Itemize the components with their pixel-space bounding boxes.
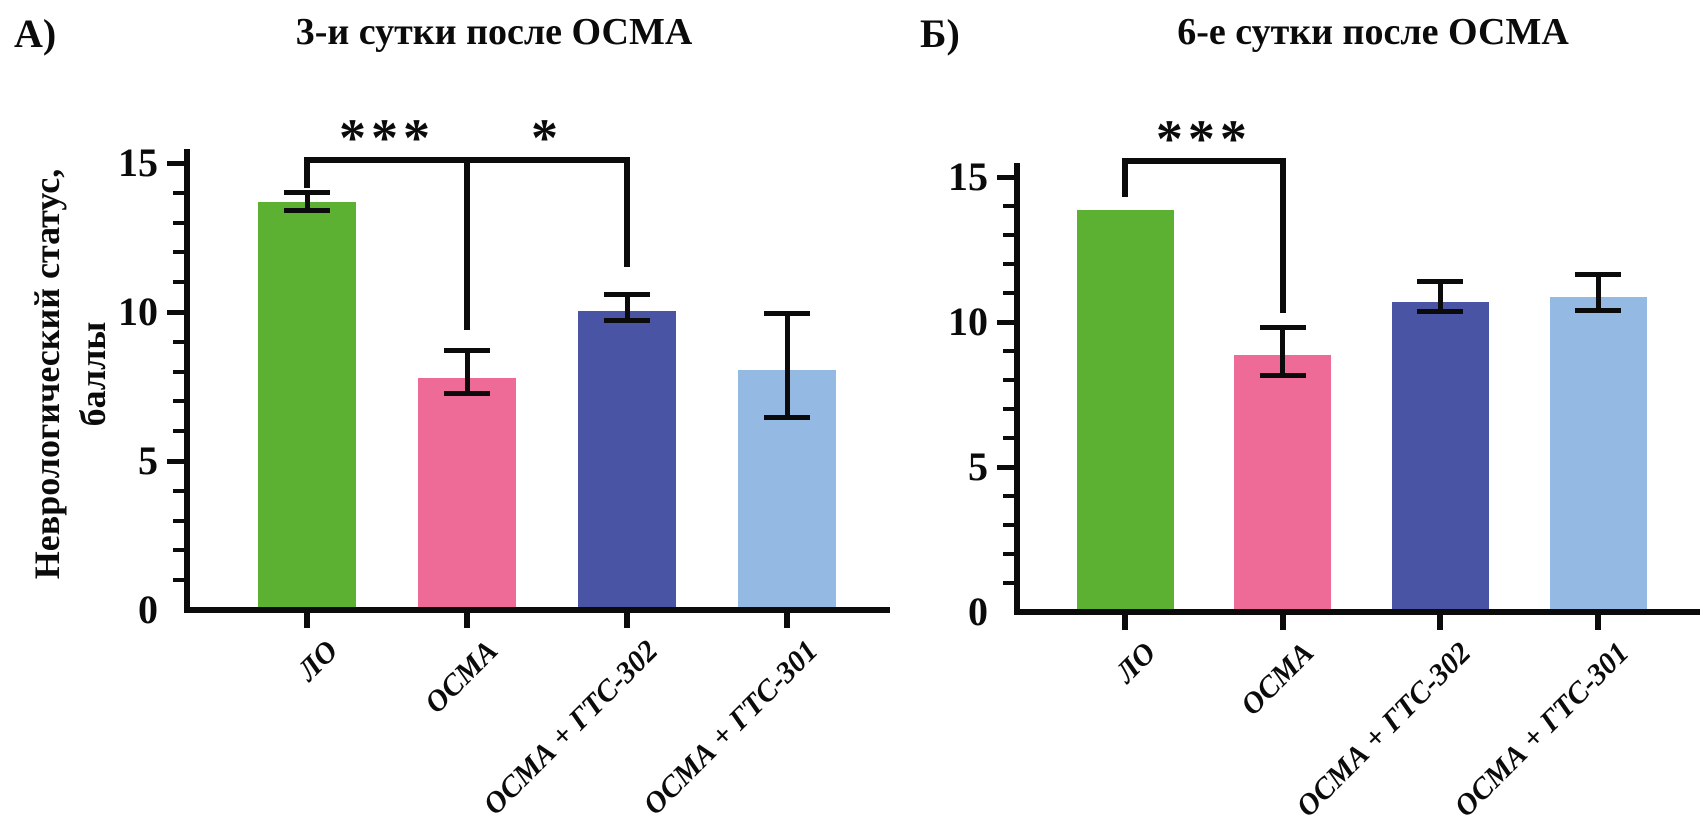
significance-label: * xyxy=(531,108,563,168)
panel-title-b: 6-е сутки после ОСМА xyxy=(1177,11,1569,53)
y-axis-label-line1: Неврологический статус, xyxy=(27,168,67,580)
bar-ОСМА xyxy=(418,377,516,610)
y-minor-tick xyxy=(1003,204,1014,208)
y-minor-tick xyxy=(1003,494,1014,498)
error-bar-stem xyxy=(304,192,310,211)
x-tick xyxy=(1279,615,1286,630)
x-axis-line xyxy=(1014,609,1700,615)
significance-label: *** xyxy=(1155,108,1252,169)
significance-bracket-drop-left xyxy=(464,157,470,330)
panel-title-a: 3-и сутки после ОСМА xyxy=(295,11,693,53)
error-bar-cap-bottom xyxy=(444,391,490,397)
y-minor-tick xyxy=(1003,262,1014,266)
bar-ЛО xyxy=(1076,210,1174,612)
category-label-ЛО: ЛО xyxy=(291,634,345,688)
significance-bracket-drop-left xyxy=(1122,157,1128,198)
bar-ОСМА + ГТС-301 xyxy=(1549,297,1647,612)
y-axis-label-line2: баллы xyxy=(73,321,113,427)
error-bar-stem xyxy=(1595,274,1601,311)
y-minor-tick xyxy=(173,369,184,374)
significance-bracket-drop-left xyxy=(304,157,310,189)
y-axis-spine xyxy=(1014,163,1020,615)
y-major-tick xyxy=(997,174,1014,180)
y-minor-tick xyxy=(1003,407,1014,411)
error-bar-cap-bottom xyxy=(1259,373,1306,379)
significance-bracket-bar xyxy=(464,157,630,163)
error-bar-stem xyxy=(624,294,630,321)
y-tick-label: 5 xyxy=(968,444,988,489)
significance-bracket-bar xyxy=(304,157,470,163)
error-bar-stem xyxy=(1437,281,1443,312)
error-bar-cap-bottom xyxy=(764,415,810,421)
x-tick xyxy=(1437,615,1444,630)
x-tick xyxy=(304,613,310,628)
x-tick xyxy=(624,613,630,628)
y-minor-tick xyxy=(1003,436,1014,440)
panel-letter-b: Б) xyxy=(920,11,960,56)
x-tick xyxy=(1595,615,1602,630)
y-minor-tick xyxy=(173,518,184,523)
y-minor-tick xyxy=(173,578,184,583)
error-bar-stem xyxy=(464,350,470,394)
y-minor-tick xyxy=(173,429,184,434)
y-major-tick xyxy=(167,458,184,464)
y-minor-tick xyxy=(173,220,184,225)
y-minor-tick xyxy=(1003,552,1014,556)
bar-ОСМА xyxy=(1234,355,1332,612)
x-tick xyxy=(1122,615,1128,630)
error-bar-cap-top xyxy=(764,310,810,316)
y-major-tick xyxy=(167,309,184,315)
y-minor-tick xyxy=(173,280,184,285)
error-bar-cap-top xyxy=(1259,325,1306,331)
significance-label: *** xyxy=(339,108,435,168)
y-minor-tick xyxy=(1003,523,1014,527)
y-major-tick xyxy=(997,319,1014,325)
y-minor-tick xyxy=(173,250,184,255)
y-tick-label: 15 xyxy=(118,140,158,185)
error-bar-cap-top xyxy=(1575,271,1622,277)
y-minor-tick xyxy=(1003,581,1014,585)
category-label-ЛО: ЛО xyxy=(1109,636,1163,690)
panel-letter-a: А) xyxy=(14,11,57,56)
y-tick-label: 0 xyxy=(968,589,988,634)
significance-bracket-drop-right xyxy=(1279,157,1286,314)
y-minor-tick xyxy=(1003,378,1014,382)
y-major-tick xyxy=(167,160,184,166)
bar-ЛО xyxy=(258,201,356,610)
y-tick-label: 15 xyxy=(948,154,988,199)
y-minor-tick xyxy=(173,399,184,404)
error-bar-cap-top xyxy=(444,348,490,354)
y-major-tick xyxy=(997,464,1014,470)
significance-bracket-bar xyxy=(1122,157,1286,164)
error-bar-cap-bottom xyxy=(284,208,330,214)
error-bar-cap-bottom xyxy=(1575,307,1622,313)
error-bar-cap-bottom xyxy=(604,318,650,324)
y-tick-label: 0 xyxy=(138,587,158,632)
x-axis-line xyxy=(184,607,890,613)
y-minor-tick xyxy=(1003,349,1014,353)
error-bar-stem xyxy=(1280,327,1286,376)
y-tick-label: 5 xyxy=(138,438,158,483)
y-minor-tick xyxy=(173,488,184,493)
y-tick-label: 10 xyxy=(118,289,158,334)
error-bar-cap-top xyxy=(1417,278,1464,284)
error-bar-cap-top xyxy=(604,291,650,297)
y-axis-spine xyxy=(184,149,190,613)
y-minor-tick xyxy=(173,190,184,195)
y-minor-tick xyxy=(173,548,184,553)
y-tick-label: 10 xyxy=(948,299,988,344)
error-bar-cap-bottom xyxy=(1417,309,1464,315)
bar-ОСМА + ГТС-302 xyxy=(578,310,676,610)
y-axis-label: Неврологический статус, баллы xyxy=(24,169,116,579)
y-minor-tick xyxy=(1003,291,1014,295)
error-bar-stem xyxy=(784,313,790,418)
bar-ОСМА + ГТС-302 xyxy=(1391,301,1489,612)
y-minor-tick xyxy=(173,339,184,344)
significance-bracket-drop-right xyxy=(624,157,630,268)
y-minor-tick xyxy=(1003,233,1014,237)
x-tick xyxy=(464,613,470,628)
error-bar-cap-top xyxy=(284,190,330,196)
x-tick xyxy=(784,613,790,628)
